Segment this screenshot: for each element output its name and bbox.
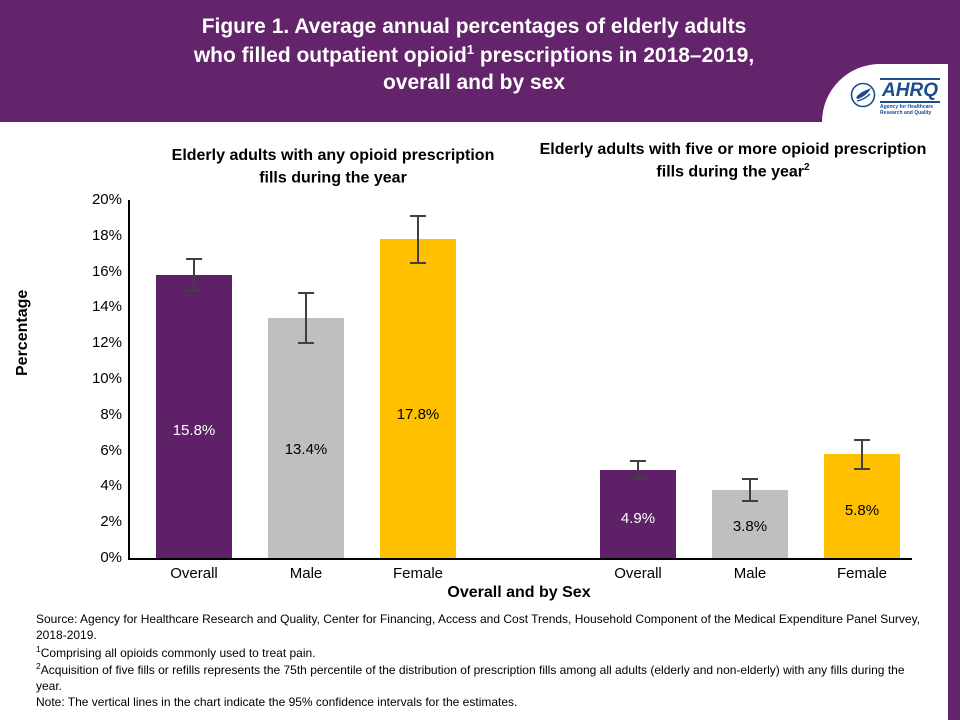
bar-five-plus-overall — [600, 470, 676, 558]
confidence-interval-cap — [410, 261, 426, 264]
footnote-line: Source: Agency for Healthcare Research a… — [36, 612, 921, 642]
x-axis-title: Overall and by Sex — [447, 584, 591, 601]
footnote-line: 2Acquisition of five fills or refills re… — [36, 661, 905, 694]
bar-value-label: 13.4% — [284, 441, 328, 459]
left-chart-title: Elderly adults with any opioid prescript… — [171, 147, 495, 187]
x-category-label: Female — [392, 565, 444, 582]
x-category-label: Overall — [614, 565, 662, 582]
ahrq-logo: AHRQ Agency for Healthcare Research and … — [822, 64, 948, 122]
confidence-interval-cap — [186, 258, 202, 261]
confidence-interval-line — [637, 461, 639, 480]
figure-title-line2: who filled outpatient opioid1 prescripti… — [193, 41, 755, 67]
confidence-interval-cap — [630, 460, 646, 463]
y-tick-label: 0% — [100, 549, 122, 566]
bar-value-label: 17.8% — [396, 405, 440, 423]
confidence-interval-line — [305, 293, 307, 344]
superscript-1: 1 — [466, 41, 475, 57]
ahrq-logo-tagline: Agency for Healthcare Research and Quali… — [880, 104, 934, 116]
confidence-interval-cap — [298, 342, 314, 345]
confidence-interval-line — [417, 216, 419, 263]
x-category-label: Male — [289, 565, 323, 582]
ahrq-logo-acronym: AHRQ — [880, 78, 940, 103]
y-tick-label: 14% — [91, 298, 122, 316]
y-tick-label: 20% — [91, 191, 122, 208]
confidence-interval-line — [749, 479, 751, 501]
bar-any-male — [268, 318, 344, 558]
x-category-label: Overall — [170, 565, 218, 582]
bar-five-plus-female — [824, 454, 900, 558]
confidence-interval-line — [861, 439, 863, 469]
confidence-interval-cap — [854, 467, 870, 470]
x-category-label: Male — [733, 565, 767, 582]
y-tick-label: 2% — [100, 513, 122, 531]
y-tick-label: 16% — [91, 262, 122, 280]
confidence-interval-cap — [186, 290, 202, 293]
y-tick-label: 6% — [100, 441, 122, 459]
confidence-interval-cap — [298, 292, 314, 295]
bar-value-label: 4.9% — [620, 509, 656, 527]
footnote-line: 1Comprising all opioids commonly used to… — [36, 643, 316, 660]
footnotes: Source: Agency for Healthcare Research a… — [36, 612, 928, 711]
bar-value-label: 15.8% — [172, 421, 216, 439]
right-chart-title: Elderly adults with five or more opioid … — [539, 141, 927, 181]
superscript-2: 2 — [804, 161, 810, 173]
x-category-label: Female — [836, 565, 888, 582]
hhs-eagle-icon — [850, 82, 876, 113]
bar-any-overall — [156, 275, 232, 558]
right-purple-strip — [948, 0, 960, 720]
figure-header: Figure 1. Average annual percentages of … — [0, 0, 948, 122]
figure-title-line1: Figure 1. Average annual percentages of … — [201, 15, 747, 38]
bar-value-label: 5.8% — [844, 502, 880, 520]
y-tick-label: 4% — [100, 477, 122, 495]
confidence-interval-cap — [742, 499, 758, 502]
footnote-line: Note: The vertical lines in the chart in… — [36, 695, 518, 710]
confidence-interval-cap — [854, 438, 870, 441]
confidence-interval-cap — [630, 478, 646, 481]
bar-value-label: 3.8% — [732, 518, 768, 536]
figure-title: Figure 1. Average annual percentages of … — [0, 0, 948, 97]
bar-chart-plot-area: 0% 2% 4% 6% 8% 10% 12% 14% 16% 18% 20% 15.8% Overall… — [92, 191, 912, 582]
confidence-interval-cap — [742, 478, 758, 481]
confidence-interval-cap — [410, 215, 426, 218]
y-axis-title: Percentage — [14, 289, 31, 376]
y-tick-label: 18% — [91, 226, 122, 244]
y-tick-label: 8% — [100, 405, 122, 423]
confidence-interval-line — [193, 259, 195, 292]
y-tick-label: 12% — [91, 334, 122, 352]
y-tick-label: 10% — [91, 370, 122, 387]
bar-any-female — [380, 239, 456, 558]
figure-title-line3: overall and by sex — [382, 71, 566, 95]
